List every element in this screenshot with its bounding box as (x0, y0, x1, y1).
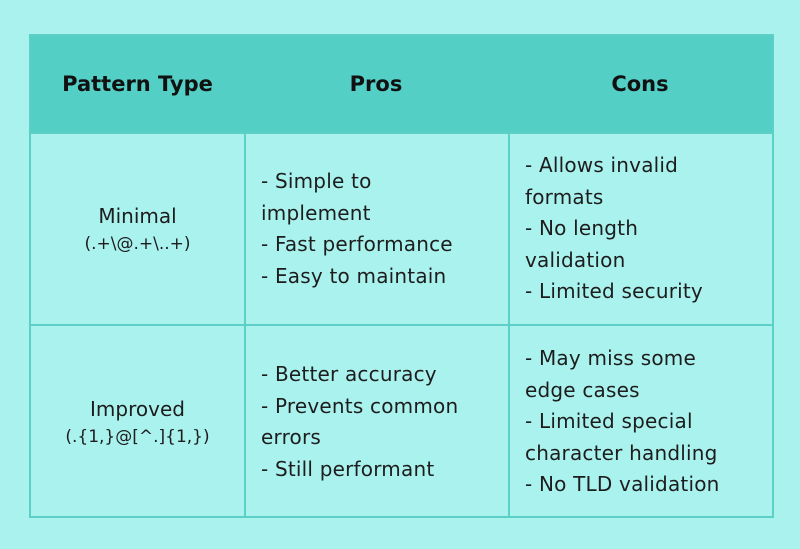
cons-line: edge cases (525, 377, 640, 402)
pattern-regex: (.+\@.+\..+) (84, 234, 191, 254)
pros-line: - Fast performance (261, 232, 453, 256)
pros-line: - Prevents common (261, 393, 459, 418)
pros-line: - Better accuracy (261, 362, 437, 386)
header-pros: Pros (349, 72, 403, 96)
pros-line: - Simple to (261, 169, 372, 193)
table-row: Minimal (.+\@.+\..+) - Simple to impleme… (31, 132, 772, 324)
pros-line: - Still performant (261, 456, 435, 481)
cons-list: - Allows invalid formats - No length val… (525, 150, 703, 308)
cons-cell: - May miss some edge cases - Limited spe… (508, 326, 772, 518)
pros-line: errors (261, 425, 322, 449)
table-row: Improved (.{1,}@[^.]{1,}) - Better accur… (31, 324, 772, 518)
cons-line: formats (525, 184, 604, 209)
cons-line: validation (525, 247, 626, 272)
cons-line: - Limited security (525, 279, 703, 304)
pattern-regex: (.{1,}@[^.]{1,}) (65, 427, 210, 447)
header-cons: Cons (611, 72, 669, 96)
cons-line: - Allows invalid (525, 153, 679, 178)
pros-cell: - Simple to implement - Fast performance… (244, 134, 508, 324)
cons-line: - No TLD validation (525, 472, 720, 497)
pattern-type-cell: Improved (.{1,}@[^.]{1,}) (31, 326, 244, 518)
pattern-type-cell: Minimal (.+\@.+\..+) (31, 134, 244, 324)
pros-line: - Easy to maintain (261, 263, 447, 288)
pattern-name: Improved (90, 397, 185, 421)
header-pattern-type: Pattern Type (62, 72, 213, 96)
cons-line: - May miss some (525, 346, 696, 371)
cons-line: character handling (525, 440, 718, 465)
pros-list: - Simple to implement - Fast performance… (261, 166, 453, 292)
cons-line: - No length (525, 216, 639, 241)
table-header-row: Pattern Type Pros Cons (31, 36, 772, 132)
comparison-table: Pattern Type Pros Cons Minimal (.+\@.+\.… (29, 34, 774, 518)
pros-list: - Better accuracy - Prevents common erro… (261, 359, 458, 485)
cons-line: - Limited special (525, 409, 693, 434)
pros-cell: - Better accuracy - Prevents common erro… (244, 326, 508, 518)
pattern-name: Minimal (98, 204, 177, 228)
cons-list: - May miss some edge cases - Limited spe… (525, 343, 720, 501)
cons-cell: - Allows invalid formats - No length val… (508, 134, 772, 324)
pros-line: implement (261, 200, 371, 225)
